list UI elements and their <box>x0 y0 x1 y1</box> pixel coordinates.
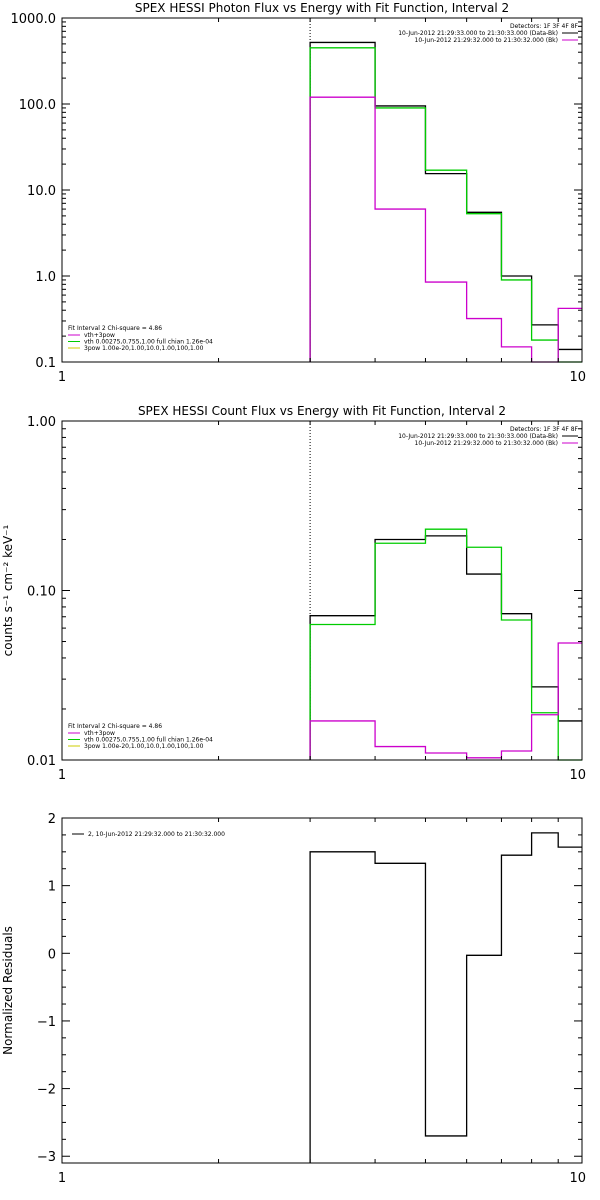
count-flux-panel: SPEX HESSI Count Flux vs Energy with Fit… <box>1 404 586 783</box>
header-line: 10-Jun-2012 21:29:32.000 to 21:30:32.000… <box>415 37 558 44</box>
y-tick-label: 1 <box>48 880 56 895</box>
legend-entry: 2, 10-Jun-2012 21:29:32.000 to 21:30:32.… <box>88 831 225 838</box>
y-axis-label: counts s⁻¹ cm⁻² keV⁻¹ <box>1 524 15 656</box>
x-tick-label: 10 <box>569 768 586 783</box>
header-line: Detectors: 1F 3F 4F 8F <box>510 426 579 433</box>
header-line: 10-Jun-2012 21:29:33.000 to 21:30:33.000… <box>398 30 558 37</box>
y-tick-label: −1 <box>37 1015 56 1030</box>
residuals-panel: 1 10 −3 −2 −1 0 1 2 Normalized Residuals 2, 10-Ju… <box>1 812 586 1186</box>
y-tick-label: 0.10 <box>27 585 56 600</box>
legend-title: Fit Interval 2 Chi-square = 4.86 <box>68 723 162 730</box>
legend-entry: vth 0.00275,0.755,1.00 full chian 1.26e-… <box>84 339 213 346</box>
series-line-2 <box>309 642 582 760</box>
x-tick-label: 1 <box>58 1171 66 1186</box>
x-tick-label: 1 <box>58 768 66 783</box>
y-tick-label: 1000.0 <box>11 12 57 27</box>
x-tick-label: 1 <box>58 370 66 385</box>
y-tick-label: −2 <box>37 1083 56 1098</box>
y-tick-label: 100.0 <box>19 98 56 113</box>
legend-entry: vth+3pow <box>84 332 115 339</box>
plot-frame <box>61 17 583 363</box>
x-tick-label: 10 <box>569 370 586 385</box>
chart-title: SPEX HESSI Count Flux vs Energy with Fit… <box>138 404 506 418</box>
series-line-0 <box>309 41 582 362</box>
legend-entry: 3pow 1.00e-20,1.00,10.0,1.00,100,1.00 <box>84 743 204 750</box>
y-tick-label: 2 <box>48 812 56 827</box>
photon-flux-panel: SPEX HESSI Photon Flux vs Energy with Fi… <box>11 1 587 385</box>
y-tick-label: 0.1 <box>35 356 56 371</box>
header-line: Detectors: 1F 3F 4F 8F <box>510 23 579 30</box>
series-line-2 <box>309 96 582 363</box>
y-tick-label: −3 <box>37 1150 56 1165</box>
series-line-1 <box>309 528 582 761</box>
y-tick-label: 1.00 <box>27 415 56 430</box>
plot-frame <box>61 420 583 761</box>
header-line: 10-Jun-2012 21:29:32.000 to 21:30:32.000… <box>415 440 558 447</box>
legend-entry: vth 0.00275,0.755,1.00 full chian 1.26e-… <box>84 737 213 744</box>
y-tick-label: 0 <box>48 947 56 962</box>
series-line-0 <box>309 535 582 760</box>
chart-title: SPEX HESSI Photon Flux vs Energy with Fi… <box>135 1 509 15</box>
header-line: 10-Jun-2012 21:29:33.000 to 21:30:33.000… <box>398 433 558 440</box>
legend-title: Fit Interval 2 Chi-square = 4.86 <box>68 325 162 332</box>
legend-entry: 3pow 1.00e-20,1.00,10.0,1.00,100,1.00 <box>84 345 204 352</box>
series-line-1 <box>309 47 582 363</box>
y-axis-label: Normalized Residuals <box>1 926 15 1055</box>
series-line-0 <box>309 832 582 1163</box>
x-tick-label: 10 <box>569 1171 586 1186</box>
plot-frame <box>61 817 583 1164</box>
y-tick-label: 1.0 <box>35 270 56 285</box>
y-tick-label: 10.0 <box>27 184 56 199</box>
legend-entry: vth+3pow <box>84 730 115 737</box>
y-tick-label: 0.01 <box>27 754 56 769</box>
